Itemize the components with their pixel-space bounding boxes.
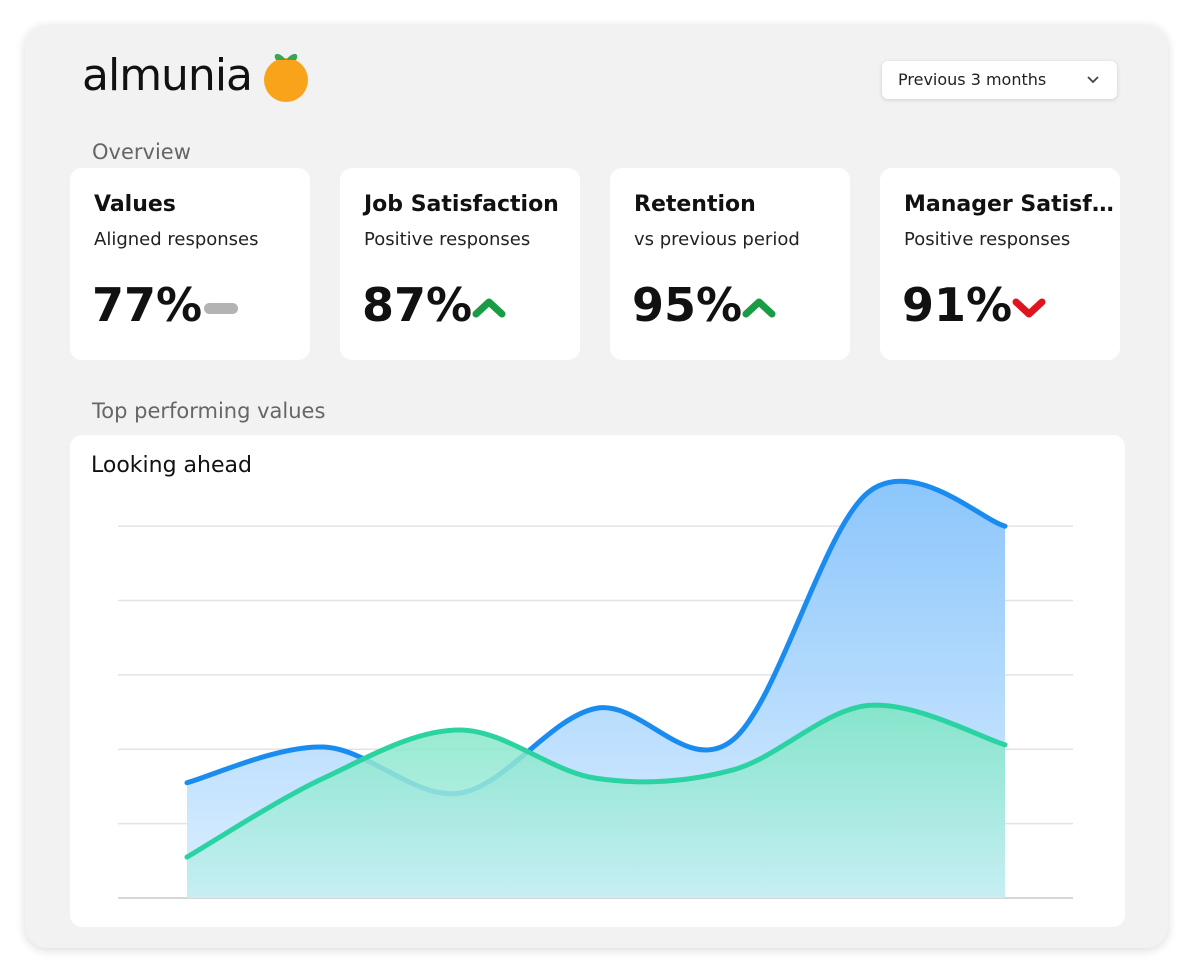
period-dropdown[interactable]: Previous 3 months [882,61,1117,99]
section-heading: Top performing values [92,399,326,423]
chart-title: Looking ahead [91,453,252,478]
card-title: Job Satisfaction [364,192,559,217]
line [184,478,1008,797]
chevron [1087,76,1099,84]
trend-flat [204,303,238,314]
line [184,702,1008,860]
card: Values Aligned responses 77% [70,168,310,360]
card-subtitle: Positive responses [904,229,1071,250]
card: Job Satisfaction Positive responses 87% [340,168,580,360]
area [187,705,1005,898]
card-value: 77% [92,278,203,332]
card-title: Retention [634,192,756,217]
trend-up [472,298,506,318]
trend-down [1012,298,1046,318]
card-value: 95% [632,278,743,332]
logo-icon [264,53,308,102]
card-value: 91% [902,278,1013,332]
card: Manager Satisf… Positive responses 91% [880,168,1120,360]
card: Retention vs previous period 95% [610,168,850,360]
brand: almunia [82,50,253,101]
card-subtitle: Aligned responses [94,229,259,250]
card-subtitle: Positive responses [364,229,531,250]
overview-heading: Overview [92,140,191,164]
card-value: 87% [362,278,473,332]
card-title: Manager Satisf… [904,192,1114,217]
period-label: Previous 3 months [898,70,1047,89]
card-title: Values [94,192,176,217]
card-subtitle: vs previous period [634,229,800,250]
trend-up [742,298,776,318]
